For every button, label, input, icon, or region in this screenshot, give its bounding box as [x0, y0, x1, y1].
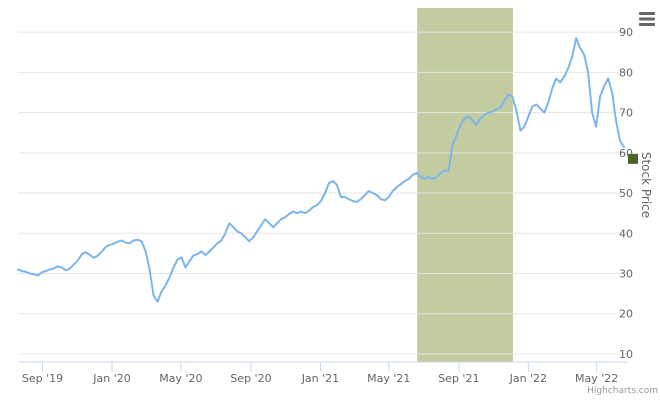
- x-tick-label: May '20: [159, 372, 202, 385]
- x-tick-label: Jan '21: [301, 372, 339, 385]
- x-tick-label: May '21: [367, 372, 410, 385]
- current-price-marker: [628, 153, 638, 164]
- y-tick-label: 20: [619, 308, 633, 321]
- current-price-marker-layer: [628, 153, 638, 164]
- x-tick-label: Sep '20: [230, 372, 271, 385]
- x-tick-label: Jan '22: [509, 372, 547, 385]
- y-tick-label: 90: [619, 26, 633, 39]
- y-axis-title: Stock Price: [639, 152, 653, 218]
- highlight-band: [417, 8, 513, 362]
- x-axis-ticks: Sep '19 Jan '20 May '20 Sep '20 Jan '21 May '…: [22, 362, 618, 385]
- highlight-band-layer: [417, 8, 513, 362]
- x-tick-label: Sep '21: [438, 372, 479, 385]
- y-tick-label: 40: [619, 227, 633, 240]
- hamburger-menu-icon: [639, 12, 655, 26]
- highcharts-credits[interactable]: Highcharts.com: [587, 386, 658, 396]
- y-gridlines: [18, 31, 628, 355]
- price-series-layer: [17, 37, 625, 303]
- x-tick-label: May '22: [575, 372, 618, 385]
- y-tick-label: 50: [619, 187, 633, 200]
- y-tick-label: 30: [619, 268, 633, 281]
- y-tick-label: 70: [619, 107, 633, 120]
- x-tick-label: Sep '19: [22, 372, 63, 385]
- price-series-line[interactable]: [17, 37, 625, 303]
- x-tick-label: Jan '20: [92, 372, 130, 385]
- y-tick-label: 10: [619, 348, 633, 361]
- chart-context-menu-button[interactable]: [634, 8, 658, 30]
- y-tick-label: 80: [619, 66, 633, 79]
